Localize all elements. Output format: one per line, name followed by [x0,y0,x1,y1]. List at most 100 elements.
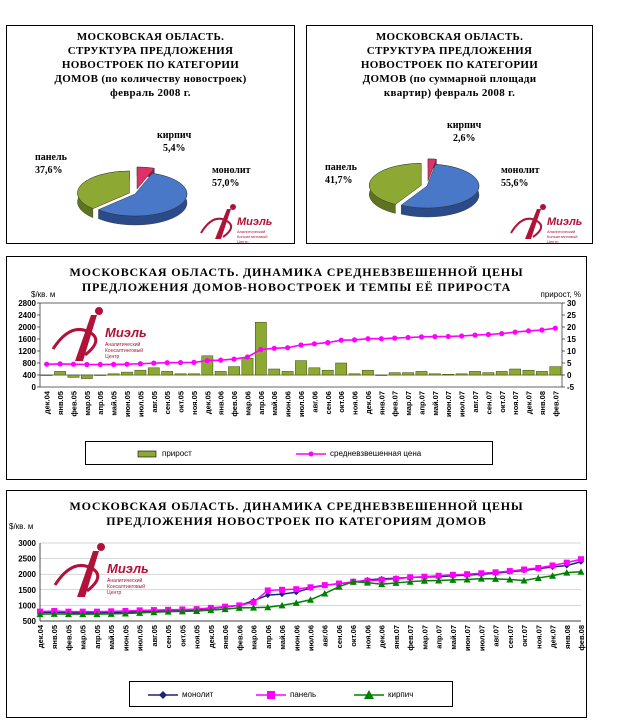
svg-text:Аналитический: Аналитический [547,229,575,234]
logo-mark: Миэль Аналитический Консалтинговый Центр [51,307,147,361]
x-tick-label: дек.06 [378,625,387,648]
series-point [392,575,399,582]
x-tick-label: май.06 [270,391,279,416]
series-point [93,610,101,618]
x-tick-label: авг.05 [150,625,159,647]
x-tick-label: июн.07 [463,625,472,651]
x-tick-label: сен.05 [164,625,173,648]
x-tick-label: фев.07 [391,391,400,417]
series-point [36,610,44,618]
growth-bar [80,374,93,379]
y-tick-label-right: 30 [567,299,576,308]
y-axis-label-right: прирост, % [541,290,581,299]
x-tick-label: окт.07 [498,391,507,413]
x-tick-label: мар.05 [79,625,88,650]
x-tick-label: июн.07 [444,391,453,417]
y-tick-label-left: 2000 [18,323,36,332]
legend-brick-label: кирпич [388,690,414,699]
price-point [525,328,532,334]
growth-bar [455,373,468,376]
x-tick-label: фев.05 [64,625,73,651]
x-tick-label: ноя.05 [193,625,202,649]
x-tick-label: мар.06 [250,625,259,650]
x-tick-label: янв.05 [50,625,59,649]
x-tick-label: май.05 [110,391,119,416]
x-tick-label: май.07 [449,625,458,650]
series-point [392,579,400,586]
price-point [392,335,398,341]
series-point [378,580,386,588]
y-tick-label-left: 0 [32,383,37,392]
x-tick-label: авг.07 [471,391,480,413]
series-point [79,610,87,618]
x-tick-label: май.07 [431,391,440,416]
growth-bar [241,357,254,376]
growth-bar [295,360,307,376]
logo-name: Миэль [107,561,149,576]
x-tick-label: дек.04 [43,390,52,414]
price-category-panel: МОСКОВСКАЯ ОБЛАСТЬ. ДИНАМИКА СРЕДНЕВЗВЕШ… [6,490,587,718]
legend-marks [137,450,326,458]
svg-text:Консалтинговый: Консалтинговый [107,583,145,590]
series-point [292,599,300,606]
series-point [349,578,357,585]
price-point [405,334,411,341]
x-tick-label: ноя.07 [511,391,520,415]
series-point [363,579,371,586]
series-point [506,568,513,575]
x-tick-label: апр.07 [435,625,444,649]
series-point [492,575,500,582]
legend-monolit-marker [159,691,167,699]
pie-label-name: кирпич [157,130,192,141]
pie-label-name: монолит [212,165,251,176]
x-tick-label: июл.07 [458,391,467,417]
x-tick-label: окт.06 [337,391,346,413]
price-point [338,337,344,343]
logo-name: Миэль [237,216,272,228]
series-point [293,586,300,593]
x-tick-label: мар.07 [404,391,413,416]
x-tick-label: окт.05 [178,625,187,647]
growth-bar [228,366,240,376]
series-point [535,564,542,571]
growth-bar [281,371,294,376]
x-tick-label: июл.05 [136,391,145,417]
series-point [463,576,471,583]
pie-slice-монолит [97,172,188,217]
series-point [279,591,286,598]
x-tick-label: янв.08 [538,391,547,415]
growth-bar [188,373,200,376]
series-point [107,610,115,617]
price-point [552,325,558,331]
pie-label-name: панель [325,162,358,173]
price-point [137,361,143,367]
svg-text:Аналитический: Аналитический [237,229,265,234]
series-point [563,569,571,576]
series-point [250,599,257,606]
series-point [549,562,556,569]
x-tick-label: ноя.06 [351,391,360,415]
price-point [445,333,451,340]
price-point [44,361,50,367]
y-tick-label-right: 10 [567,347,576,356]
x-tick-label: июн.06 [292,625,301,651]
growth-bar [536,371,548,376]
pie-label-name: монолит [501,165,540,176]
growth-bar [428,373,441,376]
pie-panel-count: МОСКОВСКАЯ ОБЛАСТЬ. СТРУКТУРА ПРЕДЛОЖЕНИ… [6,25,295,244]
growth-bar [147,367,160,376]
legend-panel-marker [267,691,275,699]
x-tick-label: ноя.07 [534,625,543,649]
series-point [478,570,485,577]
pie-area-title: МОСКОВСКАЯ ОБЛАСТЬ. СТРУКТУРА ПРЕДЛОЖЕНИ… [360,31,539,99]
x-tick-label: фев.07 [551,391,560,417]
series-point [335,583,343,590]
pie-label-name: кирпич [447,120,482,131]
series-point [435,572,442,579]
x-tick-label: ноя.05 [190,391,199,415]
growth-bar [415,371,428,376]
price-point [271,345,277,351]
x-tick-label: фев.07 [406,625,415,651]
legend-monolit-label: монолит [182,690,214,699]
price-point [499,331,505,337]
